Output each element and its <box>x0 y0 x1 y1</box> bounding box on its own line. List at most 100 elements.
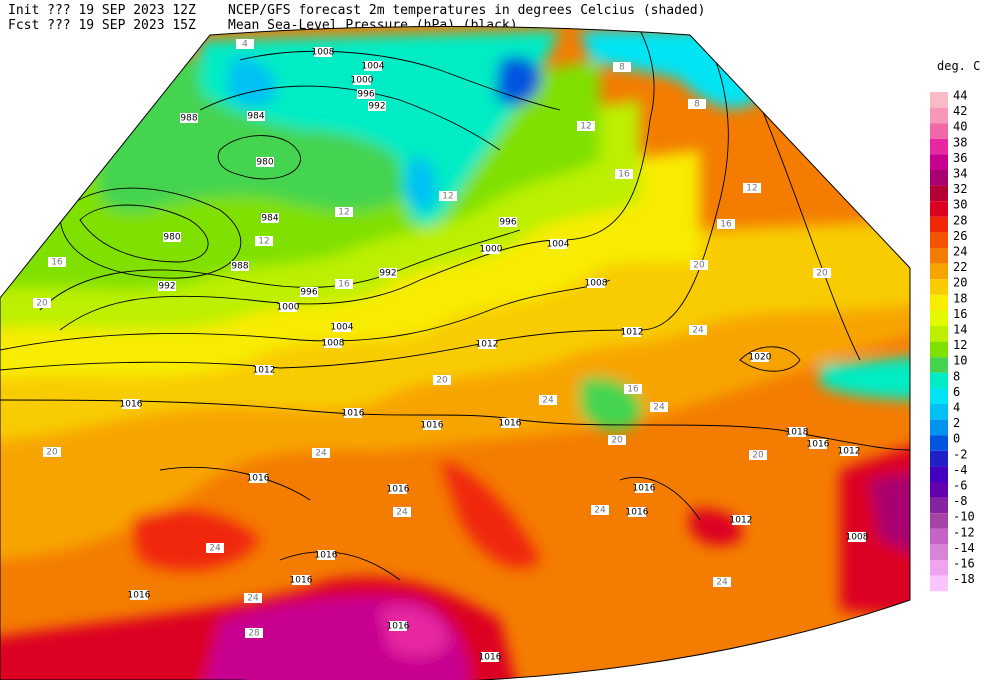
temperature-label: 20 <box>611 436 623 446</box>
legend-label: 8 <box>953 369 960 383</box>
isobar-label-box <box>130 590 148 600</box>
isobar-label: 988 <box>231 262 248 272</box>
legend-label: -8 <box>953 494 967 508</box>
legend-swatch <box>930 544 948 560</box>
isobar-label-box <box>840 446 858 456</box>
temperature-label: 16 <box>720 220 732 230</box>
isobar-label: 980 <box>163 233 180 243</box>
legend-label: 26 <box>953 229 967 243</box>
isobar-label-box <box>261 213 279 223</box>
isobar-label-box <box>499 217 517 227</box>
isobar-label-box <box>501 418 519 428</box>
isobar-label-box <box>364 61 382 71</box>
legend-label: 18 <box>953 291 967 305</box>
isobar-label: 1016 <box>387 622 410 632</box>
temperature-label: 24 <box>692 326 704 336</box>
temperature-label-box <box>255 236 273 246</box>
temperature-label-box <box>624 384 642 394</box>
temperature-label-box <box>33 298 51 308</box>
temperature-label-box <box>613 62 631 72</box>
legend-label: 38 <box>953 135 967 149</box>
isobar-label-box <box>300 287 318 297</box>
isobar-label: 1016 <box>421 421 444 431</box>
isobar-label: 1012 <box>253 366 276 376</box>
isobar-label-box <box>379 268 397 278</box>
legend-label: 36 <box>953 151 967 165</box>
temperature-label: 24 <box>542 396 554 406</box>
temperature-label: 24 <box>594 506 606 516</box>
isobar-label-box <box>249 473 267 483</box>
isobar-label: 992 <box>368 102 385 112</box>
legend-label: 32 <box>953 182 967 196</box>
legend-swatch <box>930 388 948 404</box>
isobar-label-box <box>809 439 827 449</box>
legend-swatch <box>930 482 948 498</box>
legend-swatch <box>930 123 948 139</box>
isobar-label-box <box>344 408 362 418</box>
legend-label: 6 <box>953 385 960 399</box>
legend-swatch <box>930 513 948 529</box>
temperature-label: 20 <box>46 448 58 458</box>
legend-label: 40 <box>953 120 967 134</box>
isobar-label: 1004 <box>362 62 385 72</box>
legend-swatch <box>930 404 948 420</box>
legend-swatch <box>930 419 948 436</box>
isobar-label: 1016 <box>626 508 649 518</box>
isobar-label-box <box>333 322 351 332</box>
isobar-label: 1016 <box>128 591 151 601</box>
isobar-label: 1018 <box>786 428 809 438</box>
init-line: Init ??? 19 SEP 2023 12Z <box>8 3 196 18</box>
legend-label: 34 <box>953 167 967 181</box>
legend-label: -12 <box>953 525 975 539</box>
legend-swatch <box>930 575 948 592</box>
legend-label: -10 <box>953 510 975 524</box>
isobar-label-box <box>255 365 273 375</box>
legend-label: 28 <box>953 213 967 227</box>
legend-label: 14 <box>953 323 967 337</box>
title-temperature: NCEP/GFS forecast 2m temperatures in deg… <box>228 3 705 18</box>
map-border <box>0 26 911 680</box>
legend-swatch <box>930 201 948 217</box>
temperature-label-box <box>717 219 735 229</box>
temperature-label: 20 <box>816 269 828 279</box>
isobar-label-box <box>635 483 653 493</box>
temperature-label: 16 <box>338 280 350 290</box>
isobar-label-box <box>423 420 441 430</box>
temperature-label: 16 <box>51 258 63 268</box>
legend-swatch <box>930 216 948 233</box>
temperature-label: 12 <box>338 208 349 218</box>
temperature-label: 24 <box>716 578 728 588</box>
isobar-label: 1000 <box>351 76 374 86</box>
legend-label: 24 <box>953 245 967 259</box>
legend-label: 16 <box>953 307 967 321</box>
legend: 4442403836343230282624222018161412108642… <box>930 89 975 592</box>
fcst-line: Fcst ??? 19 SEP 2023 15Z <box>8 18 196 33</box>
legend-label: 20 <box>953 276 967 290</box>
temperature-label-box <box>690 260 708 270</box>
temperature-label-box <box>713 577 731 587</box>
temperature-label: 8 <box>619 63 625 73</box>
isobar-label: 1016 <box>499 419 522 429</box>
isobar-label: 1016 <box>247 474 270 484</box>
legend-swatch <box>930 92 948 108</box>
legend-swatch <box>930 326 948 342</box>
temperature-label: 28 <box>248 629 260 639</box>
legend-label: -18 <box>953 572 975 586</box>
legend-swatch <box>930 279 948 295</box>
temperature-label: 12 <box>442 192 453 202</box>
temperature-label: 20 <box>752 451 764 461</box>
isobar-label: 980 <box>256 158 273 168</box>
temperature-label: 12 <box>746 184 757 194</box>
isobar-label-box <box>481 652 499 662</box>
isobar-label-box <box>231 261 249 271</box>
isobar-label-box <box>314 47 332 57</box>
legend-label: 30 <box>953 198 967 212</box>
isobar-label: 1016 <box>807 440 830 450</box>
isobar-label-box <box>158 281 176 291</box>
legend-swatch <box>930 138 948 155</box>
isobar-label: 1020 <box>749 353 772 363</box>
isobar-label: 1016 <box>315 551 338 561</box>
legend-swatch <box>930 435 948 451</box>
legend-swatch <box>930 372 948 389</box>
